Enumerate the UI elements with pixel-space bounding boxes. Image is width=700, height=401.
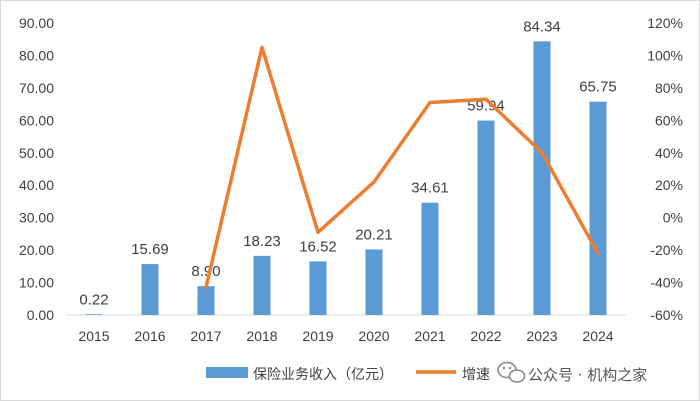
bar [421,202,439,315]
y-right-tick-label: 40% [655,145,683,161]
legend: 保险业务收入（亿元） 增速 [206,367,490,383]
y-left-tick-label: 80.00 [19,47,54,63]
bar [141,264,159,315]
bar [309,261,327,315]
growth-line [204,45,600,290]
x-tick-label: 2020 [358,328,389,344]
legend-swatch-bars [206,367,248,378]
y-left-tick-label: 10.00 [19,275,54,291]
bar [85,314,103,315]
watermark: 公众号 · 机构之家 [497,361,647,384]
x-tick-label: 2015 [78,328,109,344]
bar [589,101,607,315]
bar-data-label: 0.22 [79,291,108,308]
legend-item-line[interactable]: 增速 [416,367,490,383]
bar-data-label: 20.21 [355,226,393,243]
line-point [372,180,376,184]
y-left-axis: 0.00 10.00 20.00 30.00 40.00 50.00 60.00 70.00 8… [19,15,54,323]
y-right-tick-label: 20% [655,177,683,193]
bar [533,41,551,315]
x-tick-label: 2017 [190,328,221,344]
y-right-axis: -60% -40% -20% 0% 20% 40% 60% 80% 100% 120% [647,15,683,323]
legend-label-line: 增速 [462,367,490,383]
y-left-tick-label: 40.00 [19,177,54,193]
y-right-tick-label: -60% [650,307,683,323]
x-tick-label: 2021 [414,328,445,344]
x-tick-label: 2019 [302,328,333,344]
line-point [260,45,264,49]
y-right-tick-label: 120% [647,15,683,31]
y-left-tick-label: 0.00 [27,307,54,323]
line-point [484,97,488,101]
bar-data-label: 18.23 [243,233,281,250]
bar-data-label: 34.61 [411,180,449,197]
y-right-tick-label: 80% [655,80,683,96]
y-left-tick-label: 30.00 [19,210,54,226]
bar-series [85,41,607,315]
bar [197,286,215,315]
y-left-tick-label: 60.00 [19,112,54,128]
x-tick-label: 2016 [134,328,165,344]
bar [253,255,271,315]
bar [477,120,495,315]
y-right-tick-label: -40% [650,275,683,291]
y-left-tick-label: 90.00 [19,15,54,31]
watermark-text: 公众号 · 机构之家 [528,366,647,384]
line-point [596,251,600,255]
y-left-tick-label: 20.00 [19,242,54,258]
x-axis: 2015 2016 2017 2018 2019 2020 2021 2022 2023 2024 [78,328,613,344]
bar [365,249,383,315]
wechat-icon [497,361,526,383]
legend-label-bars: 保险业务收入（亿元） [253,367,393,383]
y-right-tick-label: -20% [650,242,683,258]
line-point [316,230,320,234]
line-series [204,45,600,290]
legend-item-bars[interactable]: 保险业务收入（亿元） [206,367,393,383]
x-tick-label: 2024 [582,328,613,344]
x-tick-label: 2023 [526,328,557,344]
y-left-tick-label: 50.00 [19,145,54,161]
bar-data-label: 65.75 [579,79,617,96]
y-left-tick-label: 70.00 [19,80,54,96]
y-right-tick-label: 60% [655,112,683,128]
bar-data-label: 84.34 [523,18,561,35]
line-point [204,285,208,289]
bar-data-label: 8.90 [191,263,220,280]
line-point [540,151,544,155]
bar-data-label: 16.52 [299,238,337,255]
y-right-tick-label: 0% [663,210,683,226]
x-tick-label: 2022 [470,328,501,344]
y-right-tick-label: 100% [647,47,683,63]
x-tick-label: 2018 [246,328,277,344]
line-point [428,100,432,104]
bar-data-label: 15.69 [131,241,169,258]
